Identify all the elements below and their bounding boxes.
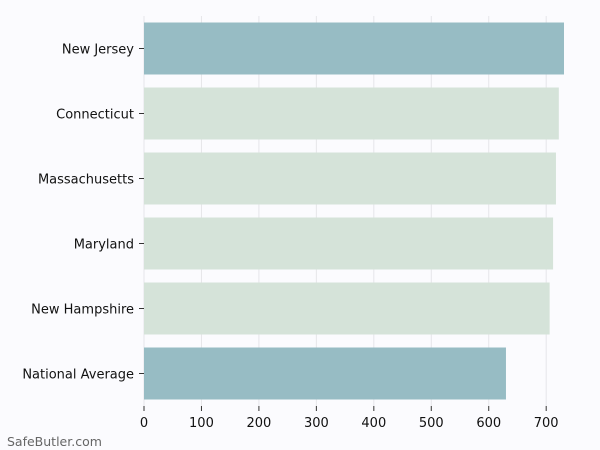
grid-lines bbox=[143, 16, 547, 406]
x-tick-label: 600 bbox=[476, 416, 501, 431]
y-tick-label: New Hampshire bbox=[31, 303, 134, 318]
bars bbox=[144, 22, 564, 400]
y-tick-label: New Jersey bbox=[62, 43, 134, 58]
bar bbox=[144, 152, 556, 205]
bar bbox=[144, 22, 564, 75]
bar bbox=[144, 282, 550, 335]
bar bbox=[144, 87, 559, 140]
bar bbox=[144, 347, 506, 400]
watermark: SafeButler.com bbox=[7, 434, 102, 449]
y-tick-label: Connecticut bbox=[56, 108, 134, 123]
x-tick-label: 400 bbox=[361, 416, 386, 431]
x-tick-label: 300 bbox=[304, 416, 329, 431]
x-tick-label: 700 bbox=[534, 416, 559, 431]
y-tick-label: Maryland bbox=[74, 238, 134, 253]
bar bbox=[144, 217, 554, 270]
x-tick-label: 0 bbox=[140, 416, 148, 431]
y-tick-label: National Average bbox=[22, 368, 134, 383]
y-tick-label: Massachusetts bbox=[38, 173, 134, 188]
x-tick-label: 100 bbox=[189, 416, 214, 431]
x-tick-label: 200 bbox=[246, 416, 271, 431]
y-axis: New Jersey Connecticut Massachusetts Maryla… bbox=[22, 43, 144, 383]
x-tick-label: 500 bbox=[419, 416, 444, 431]
x-axis: 0 100 200 300 400 500 600 700 bbox=[140, 406, 559, 431]
